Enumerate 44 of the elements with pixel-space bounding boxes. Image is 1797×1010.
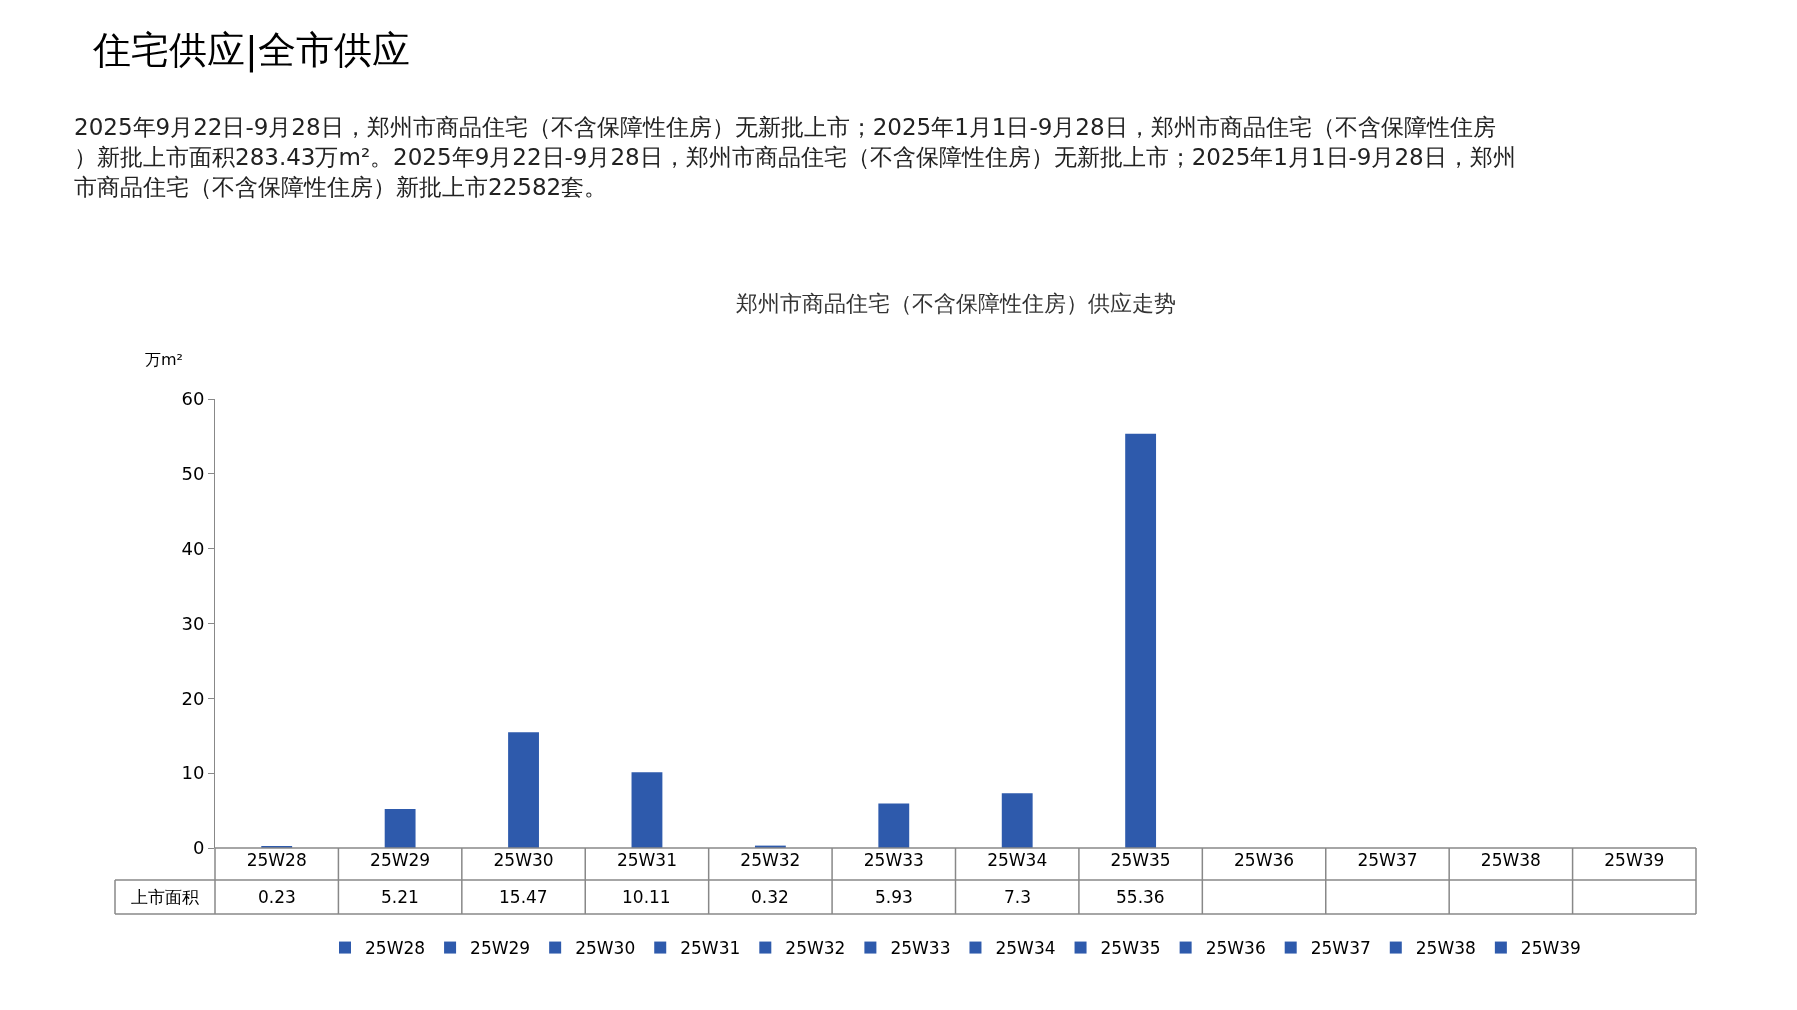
text: 2025年9月22日-9月28日，郑州市商品住宅（不含保障性住房）无新批上市；2025年1月1日-9月28日，郑州市商品住宅（不含保障性住房）新批上市面积283.43万m²。2025年9月22日-9月28日，郑州市商品住宅（不含保障性住房）无新批上市；2025年1月1日-9月28日，郑州市商品住宅（不含保障性住房）新批上市22582套。 xyxy=(74,114,1516,200)
data-label: 10.11 xyxy=(622,887,671,907)
legend-label: 25W31 xyxy=(680,938,741,959)
data-label: 5.21 xyxy=(381,887,419,907)
data-label: 55.36 xyxy=(1116,887,1165,907)
legend-label: 25W32 xyxy=(785,938,846,959)
x-tick-label: 25W35 xyxy=(1110,850,1171,870)
legend-label: 25W28 xyxy=(365,938,426,959)
data-label: 15.47 xyxy=(499,887,548,907)
x-tick-label: 25W39 xyxy=(1604,850,1665,870)
x-tick-label: 25W33 xyxy=(863,850,924,870)
x-tick-label: 25W32 xyxy=(740,850,801,870)
x-tick-label: 25W37 xyxy=(1357,850,1418,870)
x-tick-label: 25W30 xyxy=(493,850,554,870)
y-tick-label: 50 xyxy=(181,463,205,485)
y-tick-label: 30 xyxy=(181,612,205,634)
y-tick-label: 10 xyxy=(181,762,205,784)
legend-label: 25W29 xyxy=(470,938,531,959)
y-tick-label: 0 xyxy=(192,837,205,859)
legend-label: 25W30 xyxy=(575,938,636,959)
y-tick-label: 40 xyxy=(181,537,205,559)
x-tick-label: 25W38 xyxy=(1480,850,1541,870)
data-label: 0.32 xyxy=(751,887,789,907)
legend-label: 25W34 xyxy=(995,938,1056,959)
y-tick-label: 20 xyxy=(181,687,205,709)
text: 住宅供应|全市供应 xyxy=(92,28,410,73)
legend-label: 25W38 xyxy=(1415,938,1476,959)
x-tick-label: 25W31 xyxy=(616,850,677,870)
legend-label: 25W36 xyxy=(1205,938,1266,959)
data-label: 0.23 xyxy=(258,887,296,907)
legend-label: 25W39 xyxy=(1520,938,1581,959)
chart-title: 郑州市商品住宅（不含保障性住房）供应走势 xyxy=(735,290,1176,316)
x-tick-label: 25W34 xyxy=(987,850,1048,870)
data-label: 5.93 xyxy=(875,887,913,907)
data-label: 7.3 xyxy=(1004,887,1032,907)
y-axis-title: 万m² xyxy=(145,350,183,369)
x-tick-label: 25W29 xyxy=(370,850,431,870)
x-tick-label: 25W28 xyxy=(246,850,307,870)
y-tick-label: 60 xyxy=(181,388,205,410)
legend-label: 25W33 xyxy=(890,938,951,959)
x-tick-label: 25W36 xyxy=(1234,850,1295,870)
text: 上市面积 xyxy=(131,887,199,907)
legend-label: 25W37 xyxy=(1310,938,1371,959)
legend-label: 25W35 xyxy=(1100,938,1161,959)
